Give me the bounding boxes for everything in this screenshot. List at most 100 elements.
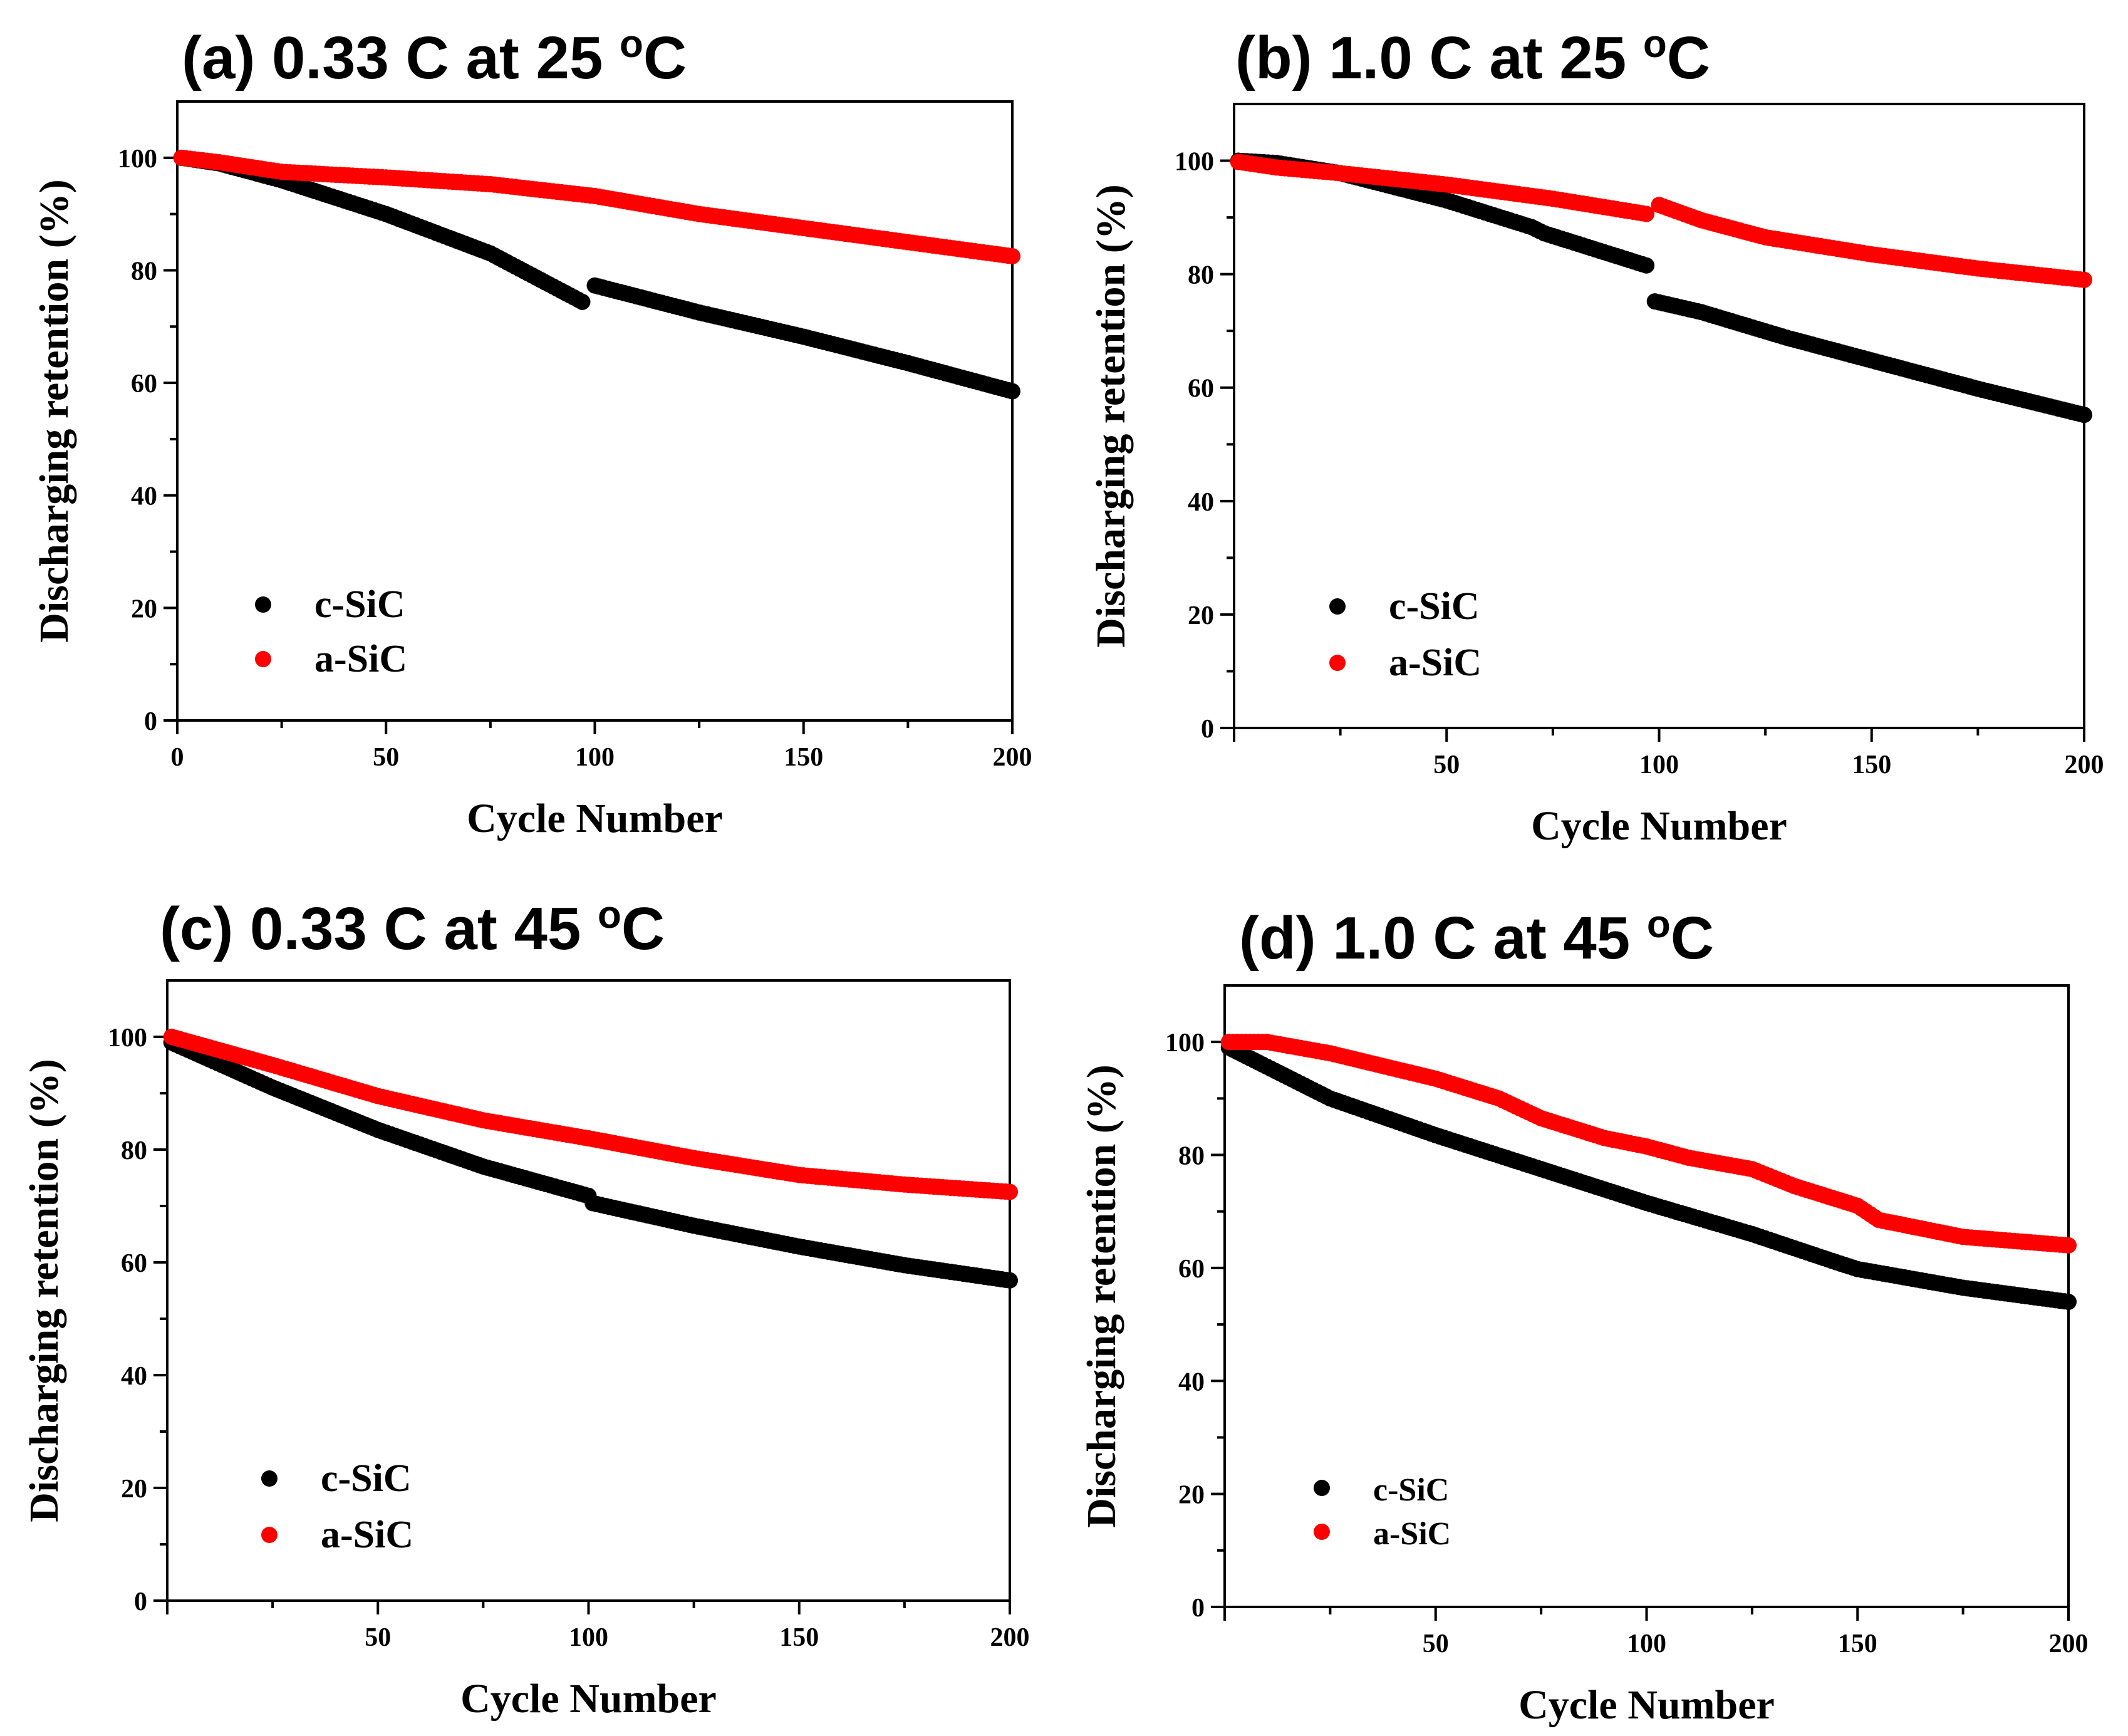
panel-title-tail: C [1667,24,1710,91]
x-tick-label: 100 [1639,751,1679,779]
y-axis-label: Discharging retention (%) [21,1059,67,1522]
data-point-c-SiC [1004,383,1020,400]
data-point-c-SiC [2060,1294,2077,1311]
chart-panel-d: (d) 1.0 C at 45 oC 50 100 150 200 0 20 40 60 80 10… [1079,903,2089,1728]
legend-label: a-SiC [1389,642,1482,684]
legend-marker-a-SiC [1314,1524,1330,1540]
chart-panel-c: (c) 0.33 C at 45 oC 50 100 150 200 0 20 40 60 80 1… [21,893,1030,1722]
legend: c-SiC a-SiC [255,583,407,680]
y-tick-label: 0 [144,707,157,736]
y-tick-label: 100 [1165,1029,1205,1058]
legend-label: a-SiC [1373,1516,1451,1552]
data-point-a-SiC [2076,271,2092,288]
y-tick-label: 100 [1175,148,1214,177]
y-tick-label: 20 [131,595,157,623]
x-tick-label: 200 [2065,751,2104,779]
y-tick-label: 80 [131,257,157,286]
y-tick-label: 40 [1178,1368,1205,1396]
series-c-SiC [1220,1039,2077,1311]
x-tick-label: 200 [993,743,1032,772]
legend-marker-a-SiC [261,1527,278,1543]
panel-title-superscript: o [1647,903,1671,946]
x-tick-label: 50 [373,743,399,772]
y-tick-label: 20 [121,1475,147,1504]
series-a-SiC [1220,1034,2077,1254]
panel-title-main: (c) 0.33 C at 45 [160,895,598,962]
legend-marker-c-SiC [1314,1480,1330,1496]
series-c-SiC [1230,152,2092,424]
panel-title-main: (a) 0.33 C at 25 [182,24,620,91]
chart-panel-a: (a) 0.33 C at 25 oC 0 50 100 150 200 0 20 40 60 80… [31,23,1032,841]
x-tick-label: 100 [569,1623,608,1652]
legend-marker-a-SiC [255,651,271,667]
x-tick-label: 100 [575,743,615,772]
legend-marker-c-SiC [261,1470,278,1487]
y-tick-label: 100 [118,145,157,174]
panel-title: (a) 0.33 C at 25 oC [182,23,687,91]
x-tick-label: 0 [171,743,184,772]
y-tick-label: 60 [121,1249,147,1278]
y-tick-label: 60 [131,370,157,398]
y-tick-label: 0 [1191,1594,1205,1623]
legend: c-SiC a-SiC [1329,585,1482,684]
x-axis-label: Cycle Number [1531,803,1787,849]
x-tick-label: 150 [1852,751,1891,779]
y-tick-label: 40 [131,482,157,511]
panel-title-tail: C [1671,905,1714,972]
panel-title: (b) 1.0 C at 25 oC [1235,23,1710,91]
data-point-a-SiC [2060,1237,2077,1254]
series-c-SiC [173,149,1020,400]
x-tick-label: 200 [990,1623,1030,1652]
y-tick-label: 80 [1178,1142,1205,1171]
legend-label: c-SiC [314,583,405,626]
data-point-c-SiC [1638,257,1655,274]
series-a-SiC [163,1029,1018,1200]
legend-marker-c-SiC [1329,598,1346,615]
legend-label: a-SiC [321,1514,413,1556]
x-axis-label: Cycle Number [1518,1682,1775,1728]
y-tick-label: 40 [121,1362,147,1391]
series-a-SiC [1230,153,2092,288]
y-tick-label: 80 [1188,261,1214,290]
y-tick-label: 100 [108,1024,147,1053]
panel-title-tail: C [643,24,687,91]
panel-title-main: (b) 1.0 C at 25 [1235,24,1643,91]
panel-title: (c) 0.33 C at 45 oC [160,893,665,962]
legend-marker-a-SiC [1329,655,1346,671]
legend-label: a-SiC [314,638,407,680]
series-c-SiC [163,1034,1018,1289]
y-axis-label: Discharging retention (%) [31,179,77,642]
data-point-a-SiC [1002,1183,1018,1200]
y-tick-label: 60 [1188,375,1214,403]
panels: (a) 0.33 C at 25 oC0 50 100 150 200020406080… [21,23,2104,1728]
legend: c-SiC a-SiC [261,1457,413,1556]
chart-panel-b: (b) 1.0 C at 25 oC 50 100 150 200 0 20 40 60 80 10… [1088,23,2104,849]
x-tick-label: 50 [365,1623,391,1652]
panel-title-superscript: o [620,23,643,66]
data-point-c-SiC [1002,1272,1018,1289]
data-point-c-SiC [2076,407,2092,424]
data-point-a-SiC [1638,205,1655,222]
legend-label: c-SiC [1373,1472,1449,1508]
y-tick-label: 60 [1178,1255,1205,1284]
panel-title-main: (d) 1.0 C at 45 [1239,905,1647,972]
legend-marker-c-SiC [255,596,271,613]
panel-title-superscript: o [1643,23,1667,66]
panel-title-tail: C [621,895,665,962]
x-tick-label: 200 [2049,1629,2089,1658]
panel-title-superscript: o [598,893,621,937]
panel-title: (d) 1.0 C at 45 oC [1239,903,1714,972]
y-tick-label: 80 [121,1136,147,1165]
x-tick-label: 50 [1423,1629,1449,1658]
y-tick-label: 20 [1178,1481,1205,1510]
y-tick-label: 40 [1188,488,1214,517]
data-point-c-SiC [574,293,591,310]
x-tick-label: 100 [1627,1629,1666,1658]
x-tick-label: 150 [784,743,823,772]
legend-label: c-SiC [321,1457,412,1500]
y-axis-label: Discharging retention (%) [1079,1064,1124,1527]
x-tick-label: 50 [1433,751,1460,779]
x-tick-label: 150 [779,1623,819,1652]
